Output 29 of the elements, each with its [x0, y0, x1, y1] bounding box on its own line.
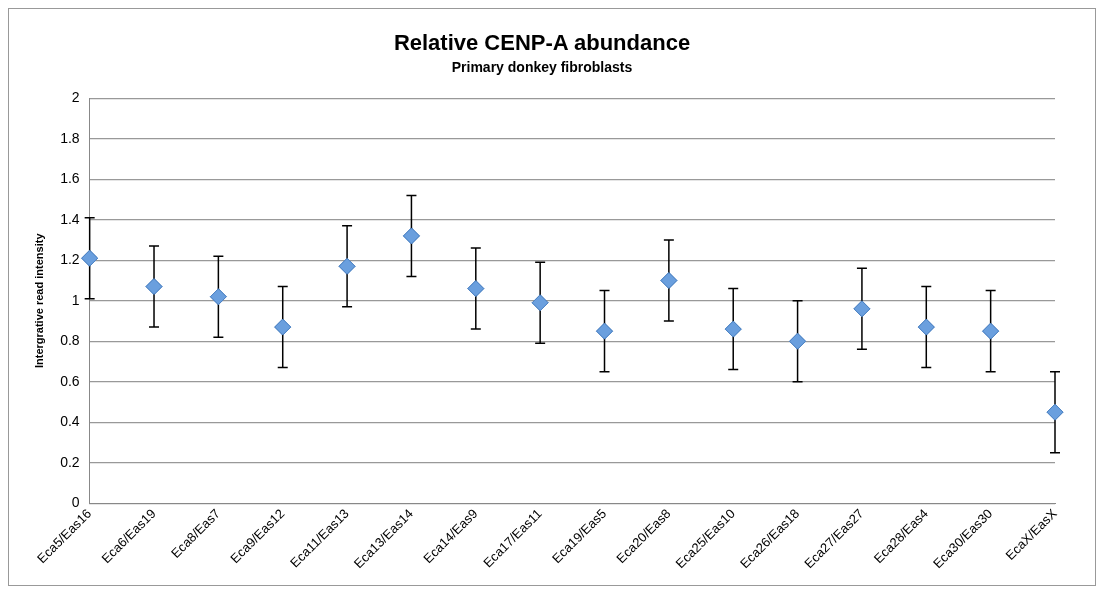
- point: [402, 227, 420, 245]
- point: [467, 280, 485, 298]
- y-tick-label: 1.2: [60, 251, 80, 268]
- point: [1046, 403, 1064, 421]
- y-tick-label: 2: [71, 89, 80, 106]
- point: [338, 257, 356, 275]
- point: [596, 322, 614, 340]
- chart-subtitle: Primary donkey fibroblasts: [451, 58, 633, 75]
- point: [531, 294, 549, 312]
- point: [917, 318, 935, 336]
- y-tick-label: 1.4: [60, 210, 80, 227]
- y-axis-title: Intergrative read intensity: [32, 232, 45, 368]
- y-tick-label: 0.8: [60, 332, 80, 349]
- y-tick-label: 1.8: [60, 129, 80, 146]
- point: [660, 271, 678, 289]
- y-tick-label: 0.4: [60, 413, 80, 430]
- y-tick-label: 0: [71, 494, 80, 511]
- y-tick-label: 0.6: [60, 372, 80, 389]
- point: [145, 278, 163, 296]
- point: [789, 332, 807, 350]
- chart-title: Relative CENP-A abundance: [393, 30, 691, 56]
- point: [209, 288, 227, 306]
- y-tick-label: 0.2: [60, 453, 80, 470]
- point: [274, 318, 292, 336]
- point: [853, 300, 871, 318]
- y-tick-label: 1: [71, 291, 80, 308]
- point: [724, 320, 742, 338]
- point: [982, 322, 1000, 340]
- y-tick-label: 1.6: [60, 170, 80, 187]
